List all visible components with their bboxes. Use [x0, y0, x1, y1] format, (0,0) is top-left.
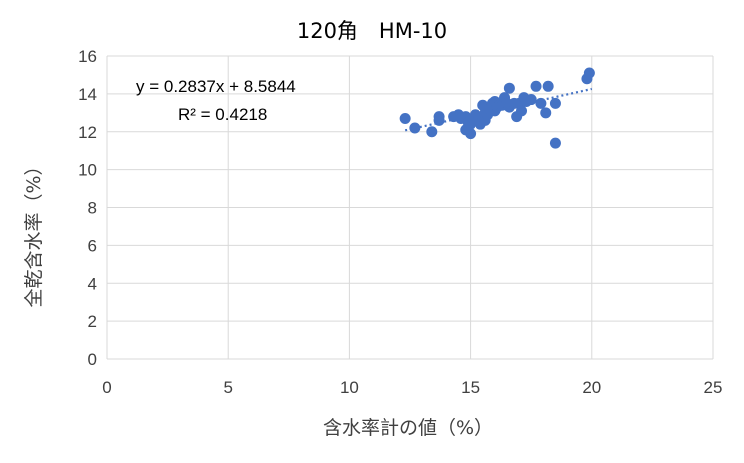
data-points	[399, 67, 595, 149]
y-tick-label: 16	[78, 47, 97, 66]
data-point	[549, 137, 561, 149]
data-point	[535, 97, 547, 109]
data-point	[433, 114, 445, 126]
y-tick-label: 12	[78, 123, 97, 142]
y-tick-label: 0	[88, 350, 97, 369]
data-point	[503, 82, 515, 94]
x-tick-label: 0	[102, 378, 111, 397]
x-tick-labels: 0 5 10 15 20 25	[102, 378, 722, 397]
data-point	[465, 128, 477, 140]
y-tick-label: 2	[88, 312, 97, 331]
data-point	[525, 94, 537, 106]
gridlines	[106, 55, 714, 360]
data-point	[530, 80, 542, 92]
data-point	[583, 67, 595, 79]
y-tick-label: 14	[78, 85, 97, 104]
data-point	[542, 80, 554, 92]
y-tick-label: 6	[88, 236, 97, 255]
data-point	[399, 112, 411, 124]
trendline-equation: y = 0.2837x + 8.5844	[136, 77, 296, 96]
chart-title: 120角 HM-10	[297, 19, 447, 43]
trendline-r-squared: R² = 0.4218	[178, 105, 267, 124]
y-tick-labels: 0 2 4 6 8 10 12 14 16	[78, 47, 97, 369]
x-tick-label: 10	[340, 378, 359, 397]
x-axis-label: 含水率計の値（%）	[323, 417, 493, 439]
data-point	[549, 97, 561, 109]
y-tick-label: 8	[88, 199, 97, 218]
data-point	[409, 122, 421, 134]
x-tick-label: 25	[704, 378, 723, 397]
data-point	[540, 107, 552, 119]
y-tick-label: 10	[78, 161, 97, 180]
y-axis-label: 全乾含水率（%）	[23, 156, 45, 307]
x-tick-label: 15	[461, 378, 480, 397]
data-point	[516, 105, 528, 117]
x-tick-label: 5	[223, 378, 232, 397]
y-tick-label: 4	[88, 274, 97, 293]
data-point	[426, 126, 438, 138]
x-tick-label: 20	[582, 378, 601, 397]
